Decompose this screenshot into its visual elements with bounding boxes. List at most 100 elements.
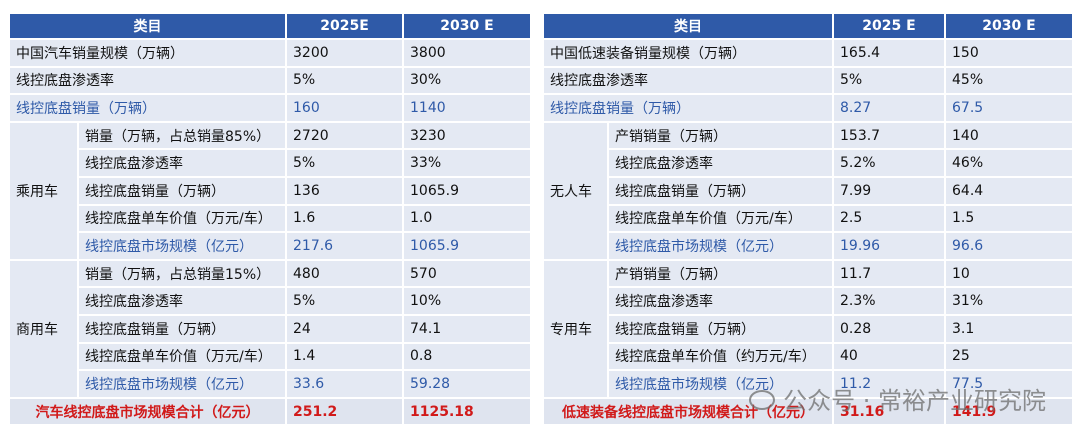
row-label: 线控底盘渗透率 (10, 67, 285, 94)
table-row: 线控底盘市场规模（亿元） 11.2 77.5 (544, 371, 1072, 397)
table-row: 中国汽车销量规模（万辆） 3200 3800 (10, 40, 530, 66)
value-2025: 480 (287, 260, 402, 287)
header-2030: 2030 E (946, 14, 1072, 38)
value-2025: 40 (834, 343, 944, 370)
header-2025: 2025E (287, 14, 402, 38)
row-label: 产销销量（万辆） (609, 260, 832, 287)
value-2025: 1.4 (287, 343, 402, 370)
row-label: 线控底盘单车价值（万元/车） (609, 205, 832, 232)
row-label: 线控底盘渗透率 (609, 288, 832, 314)
value-2025: 5.2% (834, 150, 944, 176)
value-2025: 153.7 (834, 122, 944, 149)
table-row: 中国低速装备销量规模（万辆） 165.4 150 (544, 40, 1072, 66)
value-2030: 67.5 (946, 95, 1072, 121)
value-2030: 96.6 (946, 233, 1072, 259)
row-label: 线控底盘市场规模（亿元） (609, 233, 832, 259)
row-label: 线控底盘销量（万辆） (79, 315, 285, 342)
table-row: 线控底盘单车价值（约万元/车） 40 25 (544, 343, 1072, 370)
value-2025: 5% (287, 150, 402, 176)
row-label: 线控底盘渗透率 (79, 150, 285, 176)
car-chassis-table: 类目 2025E 2030 E 中国汽车销量规模（万辆） 3200 3800 线… (8, 12, 532, 426)
table-row: 线控底盘销量（万辆） 7.99 64.4 (544, 177, 1072, 204)
table-row: 线控底盘单车价值（万元/车） 1.6 1.0 (10, 205, 530, 232)
table-header-row: 类目 2025 E 2030 E (544, 14, 1072, 38)
total-2025: 251.2 (287, 398, 402, 425)
header-2025: 2025 E (834, 14, 944, 38)
row-label: 中国低速装备销量规模（万辆） (544, 40, 832, 66)
header-category: 类目 (10, 14, 285, 38)
value-2030: 74.1 (404, 315, 530, 342)
row-label: 线控底盘销量（万辆） (79, 177, 285, 204)
value-2030: 59.28 (404, 371, 530, 397)
value-2030: 140 (946, 122, 1072, 149)
table-row: 线控底盘销量（万辆） 8.27 67.5 (544, 95, 1072, 121)
header-2030: 2030 E (404, 14, 530, 38)
value-2030: 45% (946, 67, 1072, 94)
value-2030: 3230 (404, 122, 530, 149)
watermark: 公众号 · 常裕产业研究院 (749, 381, 1046, 416)
low-speed-chassis-table: 类目 2025 E 2030 E 中国低速装备销量规模（万辆） 165.4 15… (542, 12, 1074, 426)
row-label: 线控底盘市场规模（亿元） (609, 371, 832, 397)
value-2025: 33.6 (287, 371, 402, 397)
wechat-icon (749, 390, 776, 410)
table-row: 专用车 产销销量（万辆） 11.7 10 (544, 260, 1072, 397)
watermark-text: 公众号 · 常裕产业研究院 (783, 387, 1046, 415)
total-2025: 31.16 (834, 398, 944, 425)
table-row: 线控底盘单车价值（万元/车） 1.4 0.8 (10, 343, 530, 370)
value-2025: 2720 (287, 122, 402, 149)
value-2030: 10% (404, 288, 530, 314)
table-row: 线控底盘市场规模（亿元） 33.6 59.28 (10, 371, 530, 397)
row-label: 线控底盘单车价值（万元/车） (79, 205, 285, 232)
value-2030: 1140 (404, 95, 530, 121)
value-2030: 0.8 (404, 343, 530, 370)
value-2025: 24 (287, 315, 402, 342)
value-2030: 1.0 (404, 205, 530, 232)
value-2025: 1.6 (287, 205, 402, 232)
value-2030: 1065.9 (404, 177, 530, 204)
table-row: 线控底盘渗透率 5.2% 46% (544, 150, 1072, 176)
table-row: 无人车 产销销量（万辆） 153.7 140 (544, 122, 1072, 259)
row-label: 中国汽车销量规模（万辆） (10, 40, 285, 66)
value-2025: 8.27 (834, 95, 944, 121)
group-label-unmanned: 无人车 (544, 122, 607, 259)
value-2030: 31% (946, 288, 1072, 314)
table-row: 线控底盘市场规模（亿元） 217.6 1065.9 (10, 233, 530, 259)
value-2030: 30% (404, 67, 530, 94)
total-label: 低速装备线控底盘市场规模合计（亿元） (544, 398, 832, 425)
value-2030: 77.5 (946, 371, 1072, 397)
value-2025: 136 (287, 177, 402, 204)
value-2025: 2.3% (834, 288, 944, 314)
group-label-commercial: 商用车 (10, 260, 77, 397)
value-2025: 11.7 (834, 260, 944, 287)
value-2030: 64.4 (946, 177, 1072, 204)
value-2025: 5% (834, 67, 944, 94)
value-2025: 5% (287, 67, 402, 94)
value-2030: 1065.9 (404, 233, 530, 259)
row-label: 线控底盘销量（万辆） (544, 95, 832, 121)
value-2030: 3.1 (946, 315, 1072, 342)
row-label: 线控底盘销量（万辆） (10, 95, 285, 121)
table-row: 线控底盘渗透率 5% 45% (544, 67, 1072, 94)
value-2025: 7.99 (834, 177, 944, 204)
value-2030: 1.5 (946, 205, 1072, 232)
table-row: 线控底盘销量（万辆） 136 1065.9 (10, 177, 530, 204)
value-2025: 19.96 (834, 233, 944, 259)
row-label: 线控底盘单车价值（约万元/车） (609, 343, 832, 370)
row-label: 线控底盘销量（万辆） (609, 315, 832, 342)
table-row: 线控底盘销量（万辆） 24 74.1 (10, 315, 530, 342)
value-2030: 10 (946, 260, 1072, 287)
table-header-row: 类目 2025E 2030 E (10, 14, 530, 38)
group-label-special: 专用车 (544, 260, 607, 397)
value-2030: 570 (404, 260, 530, 287)
table-row: 线控底盘渗透率 5% 30% (10, 67, 530, 94)
value-2025: 160 (287, 95, 402, 121)
value-2030: 33% (404, 150, 530, 176)
table-row: 线控底盘市场规模（亿元） 19.96 96.6 (544, 233, 1072, 259)
table-row: 线控底盘渗透率 2.3% 31% (544, 288, 1072, 314)
value-2030: 150 (946, 40, 1072, 66)
value-2025: 165.4 (834, 40, 944, 66)
table-row: 乘用车 销量（万辆，占总销量85%） 2720 3230 (10, 122, 530, 259)
table-row: 线控底盘渗透率 5% 33% (10, 150, 530, 176)
value-2025: 5% (287, 288, 402, 314)
table-row: 线控底盘销量（万辆） 160 1140 (10, 95, 530, 121)
